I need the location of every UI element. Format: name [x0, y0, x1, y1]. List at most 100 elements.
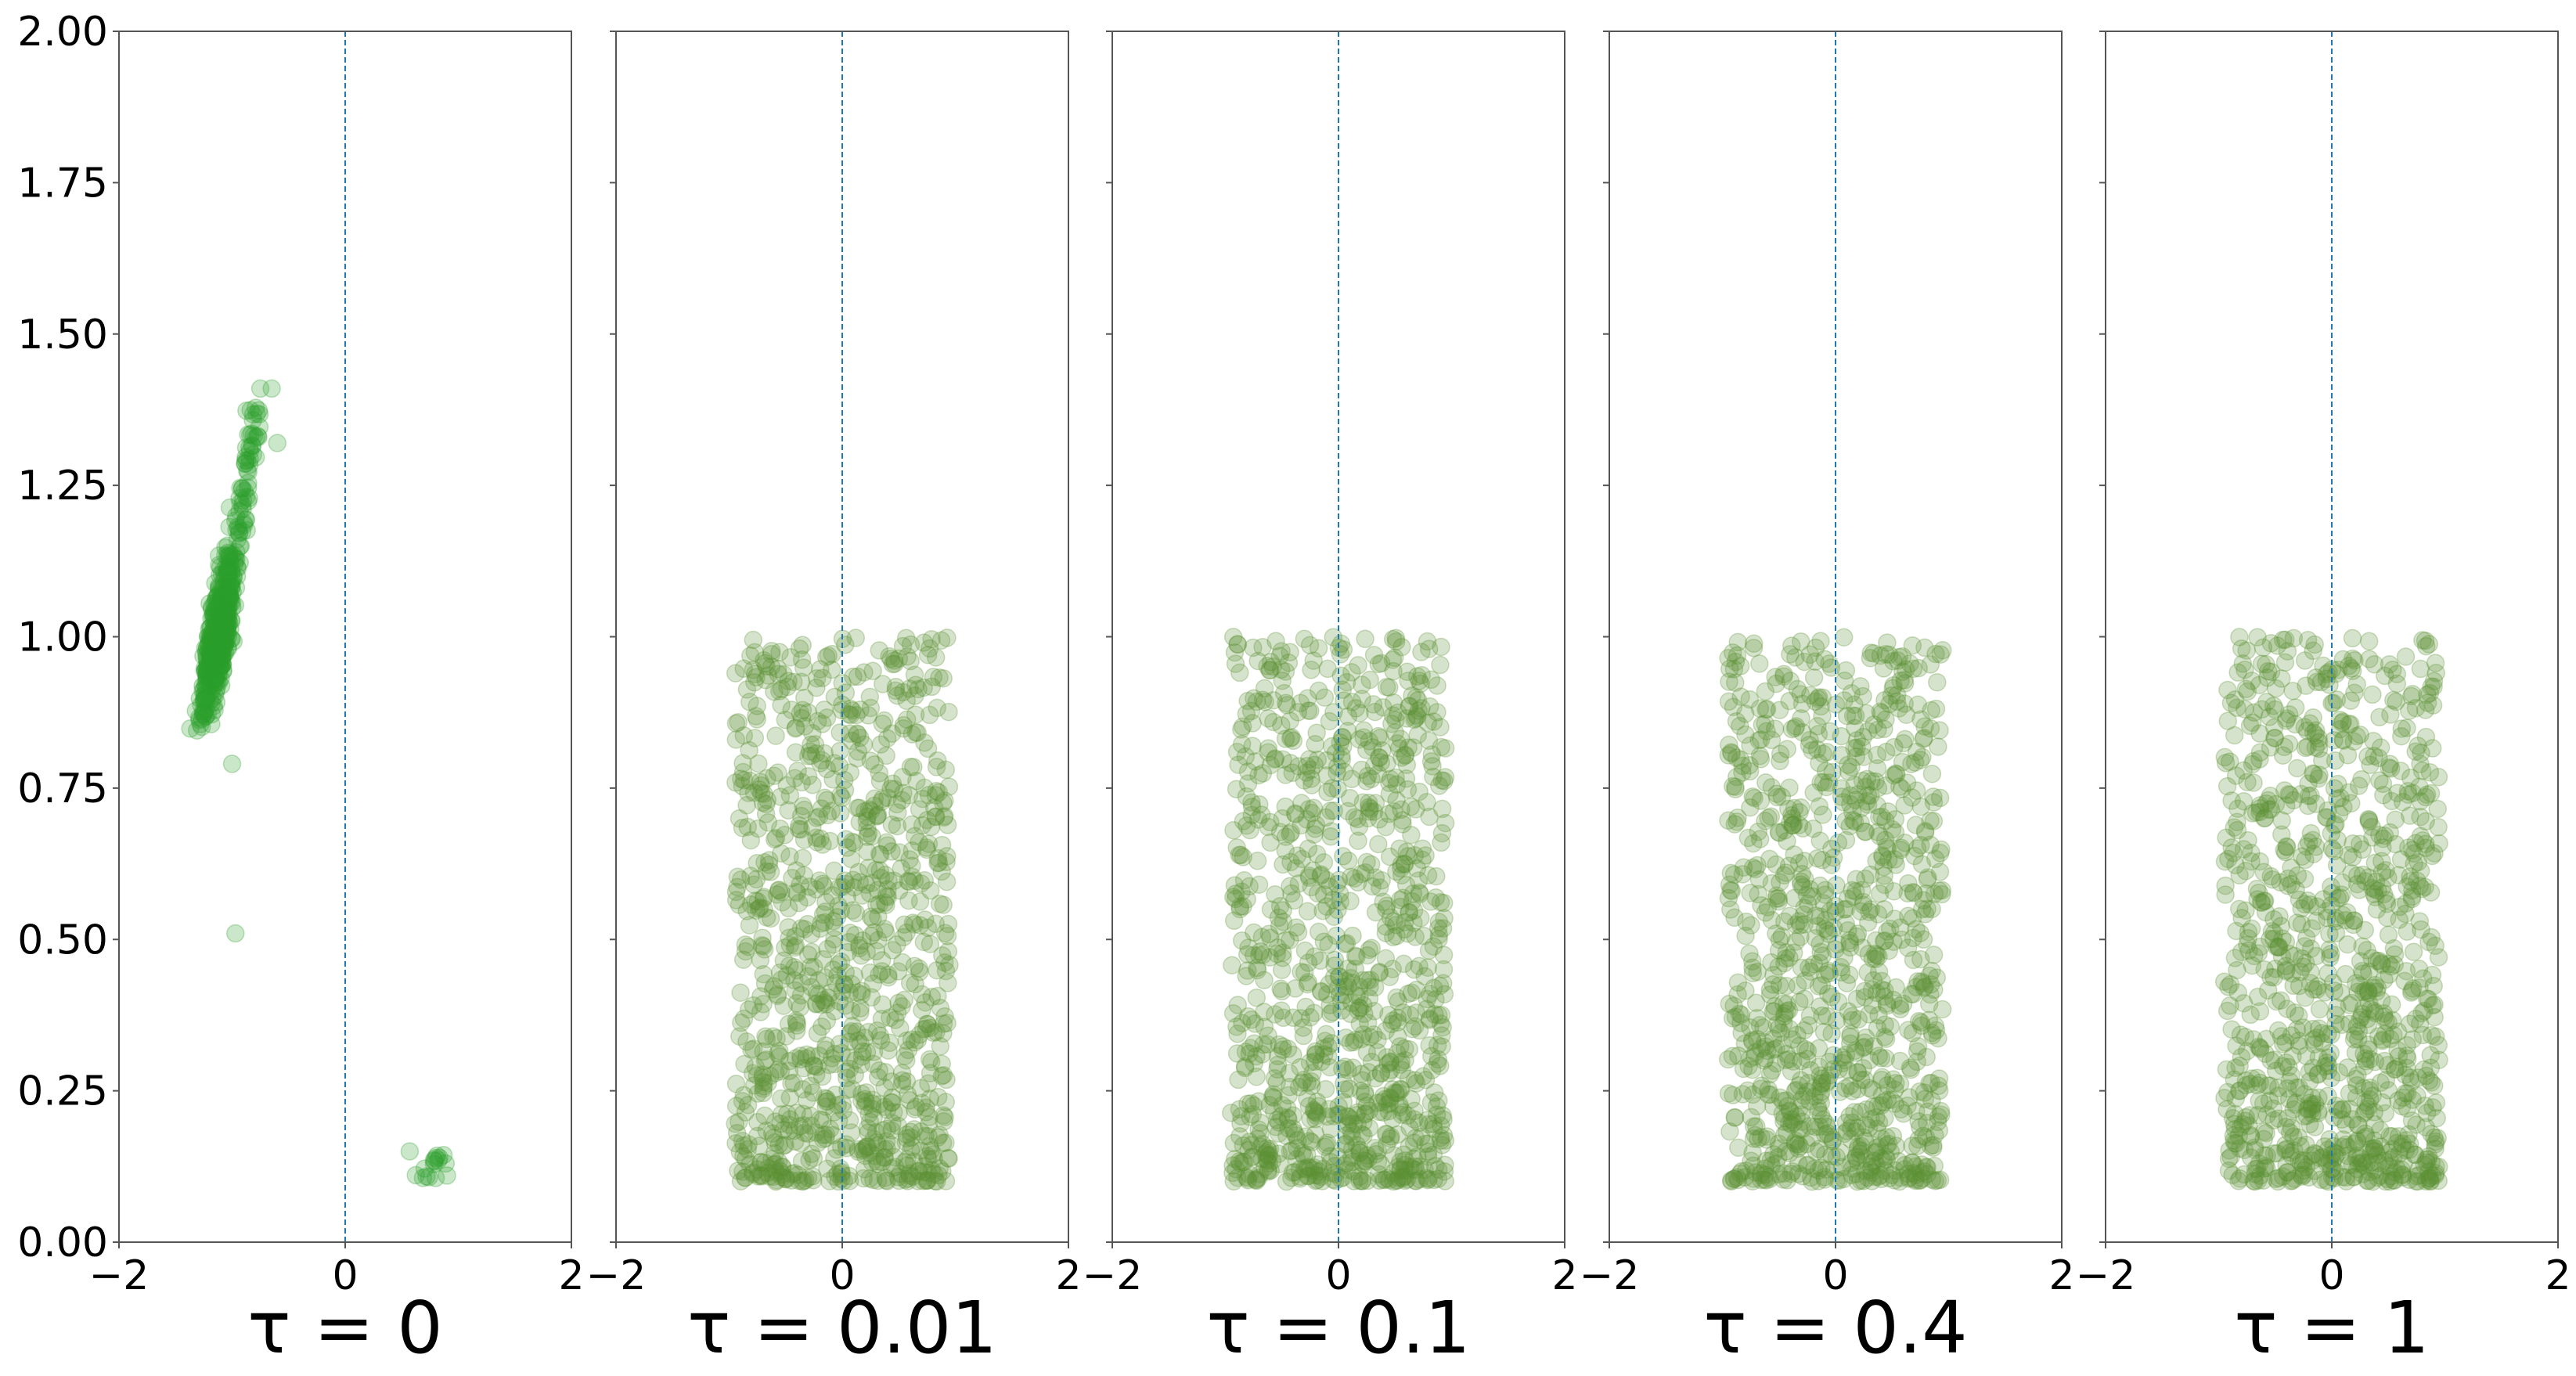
scatter-point	[2416, 834, 2435, 853]
scatter-point	[210, 634, 229, 654]
scatter-point	[2426, 936, 2444, 956]
scatter-point	[1318, 1133, 1337, 1152]
scatter-point	[1781, 645, 1800, 664]
scatter-point	[1751, 1079, 1771, 1098]
scatter-point	[211, 565, 229, 585]
scatter-point	[1298, 974, 1317, 994]
scatter-point	[2300, 1062, 2319, 1082]
scatter-point	[207, 639, 226, 658]
scatter-point	[1324, 907, 1344, 926]
scatter-point	[1336, 1135, 1355, 1154]
scatter-point	[866, 1122, 886, 1142]
scatter-point	[196, 677, 215, 697]
scatter-point	[204, 677, 223, 696]
scatter-panel-4: −2 0 2τ = 0.4	[1580, 31, 2075, 1370]
scatter-point	[216, 598, 236, 617]
scatter-point	[214, 578, 234, 596]
scatter-point	[1356, 629, 1374, 649]
scatter-point	[1903, 1136, 1922, 1155]
scatter-point	[2301, 974, 2320, 992]
scatter-point	[1418, 792, 1436, 812]
scatter-point	[216, 614, 236, 634]
scatter-point	[1858, 795, 1878, 814]
scatter-point	[212, 604, 231, 623]
scatter-point	[2420, 683, 2440, 703]
scatter-point	[202, 660, 221, 679]
scatter-point	[1933, 881, 1951, 900]
scatter-point	[213, 589, 232, 608]
scatter-point	[1834, 628, 1854, 647]
scatter-point	[1775, 1126, 1794, 1144]
scatter-point	[205, 626, 225, 646]
scatter-point	[200, 632, 219, 651]
scatter-point	[204, 667, 224, 686]
scatter-point	[1268, 938, 1287, 957]
scatter-point	[200, 677, 220, 696]
scatter-point	[1836, 812, 1855, 830]
scatter-point	[1868, 759, 1887, 778]
scatter-point	[1791, 685, 1810, 704]
scatter-point	[1387, 988, 1406, 1007]
scatter-point	[1302, 877, 1321, 897]
scatter-point	[828, 966, 847, 985]
scatter-point	[209, 611, 229, 629]
scatter-point	[906, 827, 924, 845]
scatter-point	[1740, 690, 1760, 709]
scatter-point	[212, 643, 231, 662]
scatter-point	[772, 844, 791, 863]
scatter-point	[201, 665, 221, 683]
scatter-point	[211, 629, 230, 649]
scatter-point	[2326, 912, 2345, 931]
scatter-point	[202, 600, 222, 618]
scatter-point	[930, 894, 949, 913]
scatter-point	[1253, 764, 1273, 783]
scatter-point	[229, 524, 249, 543]
scatter-point	[823, 1126, 842, 1145]
scatter-point	[208, 620, 228, 639]
scatter-point	[2354, 964, 2372, 983]
scatter-point	[211, 595, 231, 614]
scatter-point	[216, 583, 235, 602]
scatter-point	[1368, 765, 1388, 783]
scatter-point	[787, 1104, 806, 1122]
scatter-point	[1837, 974, 1857, 992]
scatter-point	[1308, 1155, 1328, 1174]
scatter-point	[1859, 722, 1878, 740]
scatter-point	[213, 622, 232, 641]
scatter-point	[2233, 654, 2253, 673]
scatter-point	[1748, 855, 1767, 875]
scatter-point	[204, 697, 223, 715]
scatter-point	[212, 617, 232, 636]
scatter-point	[209, 630, 228, 649]
scatter-point	[1924, 946, 1944, 964]
scatter-point	[1764, 975, 1782, 994]
scatter-point	[2255, 809, 2275, 827]
scatter-point	[1890, 1172, 1909, 1191]
scatter-point	[2394, 1154, 2413, 1174]
scatter-point	[2288, 758, 2307, 778]
scatter-point	[232, 479, 252, 498]
scatter-point	[217, 614, 236, 632]
scatter-point	[211, 643, 231, 661]
scatter-point	[212, 628, 232, 647]
scatter-point	[224, 568, 243, 588]
scatter-point	[1245, 1054, 1263, 1073]
scatter-point	[882, 1093, 901, 1112]
scatter-point	[1847, 738, 1866, 758]
scatter-point	[1876, 811, 1895, 830]
scatter-point	[1395, 920, 1414, 939]
scatter-point	[214, 624, 232, 643]
scatter-point	[869, 931, 888, 949]
scatter-point	[1397, 842, 1417, 861]
scatter-point	[191, 715, 210, 733]
scatter-point	[244, 426, 264, 445]
scatter-point	[217, 557, 236, 576]
scatter-point	[225, 596, 245, 615]
scatter-point	[400, 1142, 420, 1161]
scatter-point	[1430, 976, 1450, 996]
scatter-point	[1913, 974, 1932, 992]
scatter-point	[210, 632, 229, 650]
scatter-point	[236, 510, 255, 529]
scatter-point	[204, 606, 224, 625]
scatter-point	[240, 449, 259, 469]
